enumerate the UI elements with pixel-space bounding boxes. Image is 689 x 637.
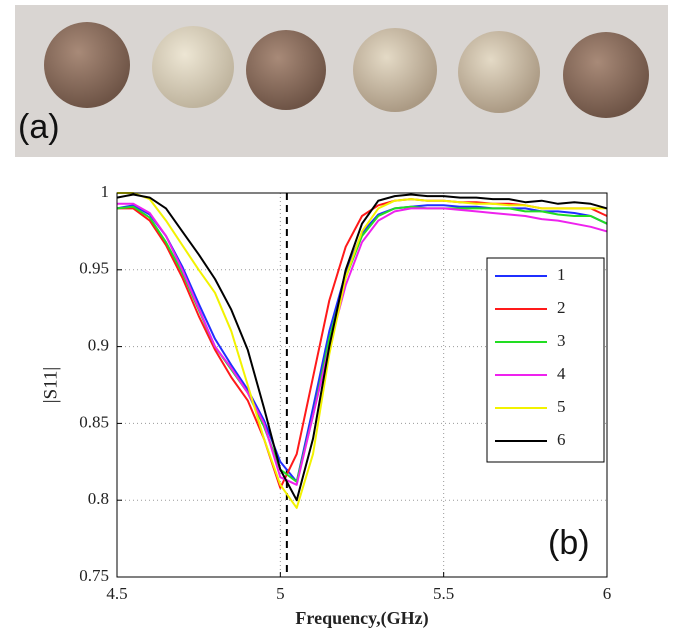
panel-label: (b)	[548, 524, 590, 562]
y-tick-label: 0.85	[79, 412, 109, 431]
sphere	[246, 30, 326, 110]
sphere	[152, 26, 234, 108]
legend-label: 2	[557, 298, 566, 317]
sphere	[563, 32, 649, 118]
series-line	[117, 202, 608, 486]
panel-label: (a)	[18, 108, 60, 146]
series-line	[117, 192, 607, 509]
axes-frame	[116, 192, 608, 578]
x-tick-label: 5	[276, 584, 285, 603]
y-tick-label: 0.9	[88, 336, 109, 355]
legend-label: 4	[557, 364, 566, 383]
y-axis-label: |S11|	[40, 367, 61, 403]
x-axis-label: Frequency,(GHz)	[295, 608, 428, 629]
x-tick-label: 6	[603, 584, 612, 603]
x-tick-label: 5.5	[433, 584, 454, 603]
series-line	[116, 193, 608, 502]
sphere	[353, 28, 437, 112]
photo-panel: (a)	[15, 5, 668, 157]
sphere	[458, 31, 540, 113]
y-tick-label: 0.75	[79, 566, 109, 585]
x-tick-label: 4.5	[106, 584, 127, 603]
sphere	[44, 22, 130, 108]
legend-label: 6	[557, 430, 566, 449]
legend-label: 5	[557, 397, 566, 416]
y-tick-label: 1	[101, 182, 110, 201]
legend-label: 1	[557, 265, 566, 284]
legend-box	[486, 257, 605, 463]
y-tick-label: 0.8	[88, 489, 109, 508]
legend-label: 3	[557, 331, 566, 350]
y-tick-label: 0.95	[79, 259, 109, 278]
